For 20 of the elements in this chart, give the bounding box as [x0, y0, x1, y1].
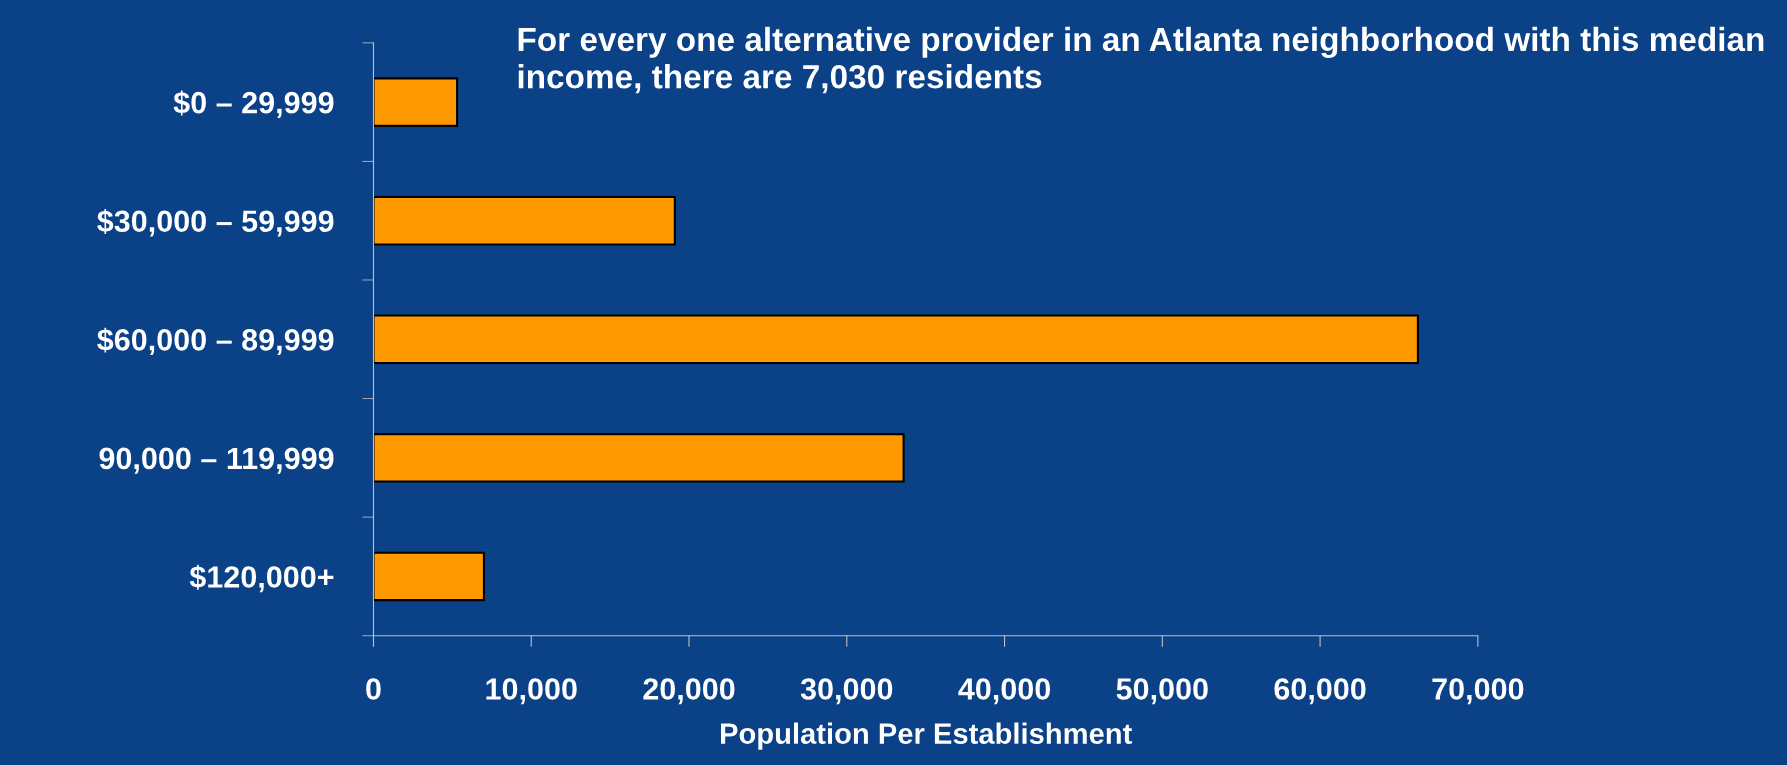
bar — [373, 314, 1419, 365]
x-tick-label: 50,000 — [1116, 678, 1208, 705]
y-tick-label: $60,000 – 89,999 — [97, 327, 334, 356]
x-tick-label: 70,000 — [1432, 678, 1524, 705]
y-tick-label: $120,000+ — [189, 564, 334, 593]
x-tick-label: 60,000 — [1274, 678, 1366, 705]
x-tick-label: 30,000 — [800, 678, 893, 705]
bar — [373, 77, 459, 127]
bar — [373, 195, 676, 246]
x-tick-label: 0 — [366, 678, 381, 700]
y-tick-label: 90,000 – 119,999 — [99, 447, 334, 474]
x-tick-label: 10,000 — [486, 678, 577, 705]
bar — [373, 433, 905, 483]
x-tick-label: 40,000 — [958, 678, 1051, 705]
bar — [373, 551, 485, 602]
chart-title: For every one alternative provider in an Atlanta neighborhood with this median income, there are 7,030 residents — [518, 26, 1764, 94]
y-tick-label: $0 – 29,999 — [173, 90, 334, 118]
x-tick-label: 20,000 — [643, 678, 735, 705]
x-axis-title: Population Per Establishment — [721, 722, 1132, 750]
y-tick-label: $30,000 – 59,999 — [97, 209, 334, 237]
